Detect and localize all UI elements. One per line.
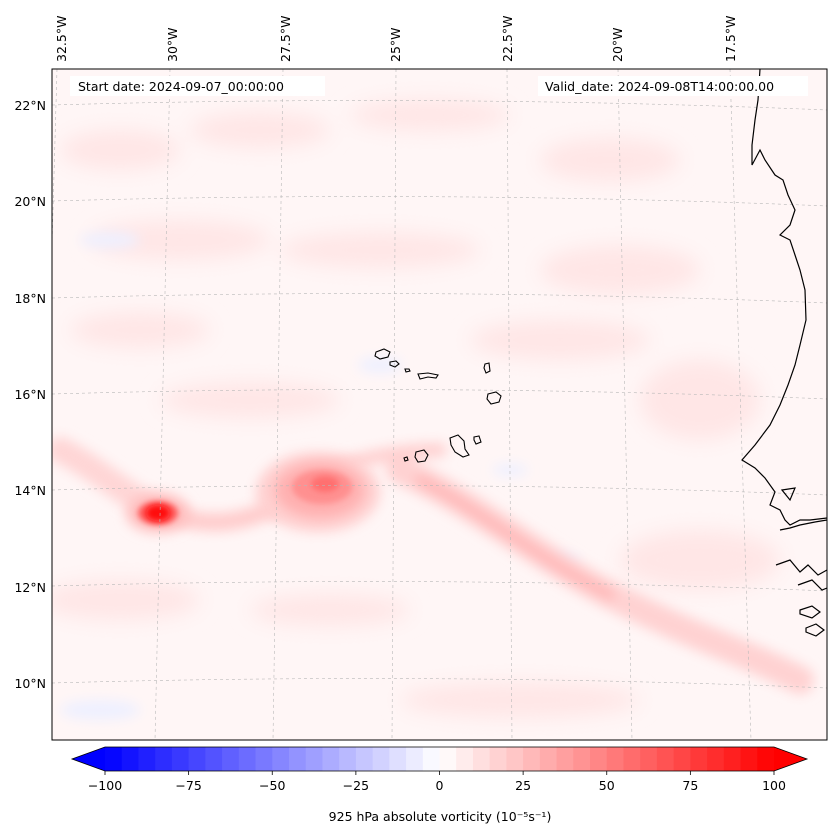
colorbar-step (456, 747, 474, 771)
colorbar-ticks: −100 −75 −50 −25 0 25 50 75 100 (88, 771, 786, 793)
island-fogo (414, 449, 429, 463)
island-boa-vista (486, 391, 502, 405)
colorbar-step (305, 747, 323, 771)
colorbar-step (640, 747, 658, 771)
colorbar-tick-label: 100 (762, 778, 786, 793)
lat-label: 14°N (14, 483, 46, 498)
annotation-bar: Start date: 2024-09-07_00:00:00 Valid_da… (70, 76, 808, 96)
colorbar-step (105, 747, 123, 771)
valid-date-text: Valid_date: 2024-09-08T14:00:00.00 (545, 79, 774, 94)
lat-label: 16°N (14, 387, 46, 402)
storm-center-2 (256, 452, 380, 532)
colorbar-step (623, 747, 641, 771)
lon-label: 25°W (388, 27, 403, 62)
lon-label: 32.5°W (54, 16, 69, 62)
colorbar-step (322, 747, 340, 771)
map-frame (51, 68, 828, 741)
lat-label: 22°N (14, 98, 46, 113)
latitude-labels: 22°N 20°N 18°N 16°N 14°N 12°N 10°N (14, 98, 46, 691)
colorbar-step (523, 747, 541, 771)
start-date-text: Start date: 2024-09-07_00:00:00 (78, 79, 284, 94)
colorbar-extend-low (72, 747, 105, 771)
longitude-labels: 32.5°W 30°W 27.5°W 25°W 22.5°W 20°W 17.5… (54, 16, 738, 62)
colorbar-step (188, 747, 206, 771)
colorbar-step (205, 747, 223, 771)
island-santo-antao (374, 348, 391, 360)
colorbar: −100 −75 −50 −25 0 25 50 75 100 925 hPa absolute… (70, 746, 809, 824)
island-sao-vicente (389, 360, 400, 368)
start-date-box (70, 76, 325, 96)
valid-date-box (538, 76, 808, 96)
colorbar-step (288, 747, 307, 771)
colorbar-tick-label: 75 (682, 778, 698, 793)
colorbar-tick-label: 50 (599, 778, 615, 793)
colorbar-step (539, 747, 558, 771)
island-santa-luzia (404, 368, 411, 373)
colorbar-step (255, 747, 273, 771)
colorbar-tick-label: −25 (343, 778, 369, 793)
colorbar-step (355, 747, 374, 771)
colorbar-tick-label: −75 (175, 778, 201, 793)
map-area (52, 69, 827, 740)
colorbar-step (489, 747, 507, 771)
colorbar-step (339, 747, 357, 771)
cape-verde-islands (374, 348, 502, 463)
lon-label: 20°W (610, 27, 625, 62)
african-coastline (741, 69, 827, 637)
lon-label: 27.5°W (278, 16, 293, 62)
colorbar-step (406, 747, 424, 771)
colorbar-step (690, 747, 708, 771)
colorbar-step (673, 747, 691, 771)
colorbar-step (472, 747, 491, 771)
island-maio (473, 435, 482, 445)
colorbar-step (372, 747, 390, 771)
colorbar-step (573, 747, 591, 771)
island-santiago (449, 434, 470, 458)
colorbar-step (606, 747, 624, 771)
island-sal (483, 362, 491, 374)
colorbar-step (757, 747, 775, 771)
colorbar-step (171, 747, 190, 771)
colorbar-step (740, 747, 758, 771)
lon-label: 22.5°W (500, 16, 515, 62)
colorbar-tick-label: −50 (259, 778, 285, 793)
colorbar-step (222, 747, 240, 771)
colorbar-step (590, 747, 608, 771)
colorbar-step (556, 747, 574, 771)
lat-label: 12°N (14, 580, 46, 595)
colorbar-extend-high (774, 747, 807, 771)
colorbar-step (506, 747, 524, 771)
gridlines (52, 69, 827, 740)
colorbar-step (422, 747, 440, 771)
island-sao-nicolau (417, 372, 439, 380)
colorbar-tick-label: −100 (88, 778, 122, 793)
colorbar-step (439, 747, 457, 771)
colorbar-step (723, 747, 742, 771)
lon-label: 17.5°W (723, 16, 738, 62)
colorbar-tick-label: 25 (515, 778, 531, 793)
island-brava (403, 456, 409, 462)
colorbar-step (707, 747, 725, 771)
lon-label: 30°W (165, 27, 180, 62)
colorbar-steps (105, 747, 775, 771)
lat-label: 10°N (14, 676, 46, 691)
lat-label: 18°N (14, 291, 46, 306)
colorbar-step (272, 747, 290, 771)
colorbar-tick-label: 0 (436, 778, 444, 793)
colorbar-step (238, 747, 257, 771)
lat-label: 20°N (14, 194, 46, 209)
colorbar-step (138, 747, 156, 771)
storm-center-1 (126, 493, 190, 533)
colorbar-step (656, 747, 675, 771)
colorbar-step (121, 747, 139, 771)
colorbar-step (389, 747, 407, 771)
colorbar-step (155, 747, 173, 771)
colorbar-label: 925 hPa absolute vorticity (10⁻⁵s⁻¹) (329, 809, 552, 824)
vorticity-field-background (52, 99, 780, 718)
